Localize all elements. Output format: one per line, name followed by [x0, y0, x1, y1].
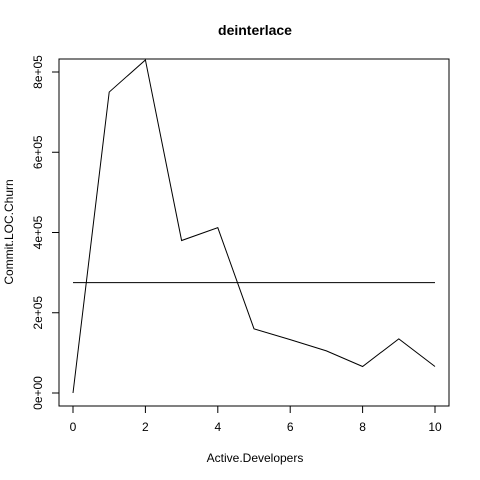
x-tick-label: 0 — [70, 420, 77, 434]
y-tick-label: 4e+05 — [31, 215, 45, 249]
y-axis-label: Commit.LOC.Churn — [2, 179, 16, 284]
x-axis: 0 2 4 6 8 10 — [70, 405, 442, 434]
y-tick-label: 2e+05 — [31, 296, 45, 330]
y-tick-label: 8e+05 — [31, 55, 45, 89]
x-axis-label: Active.Developers — [207, 451, 304, 465]
y-tick-label: 0e+00 — [31, 376, 45, 410]
x-tick-label: 6 — [287, 420, 294, 434]
x-tick-label: 4 — [214, 420, 221, 434]
x-tick-label: 2 — [142, 420, 149, 434]
series-line — [72, 59, 436, 394]
y-tick-label: 6e+05 — [31, 135, 45, 169]
plot-frame — [58, 58, 450, 407]
chart-title: deinterlace — [218, 22, 292, 38]
series-layer — [72, 59, 436, 394]
x-tick-label: 10 — [428, 420, 442, 434]
x-tick-label: 8 — [359, 420, 366, 434]
y-axis: 0e+00 2e+05 4e+05 6e+05 8e+05 — [31, 55, 60, 410]
